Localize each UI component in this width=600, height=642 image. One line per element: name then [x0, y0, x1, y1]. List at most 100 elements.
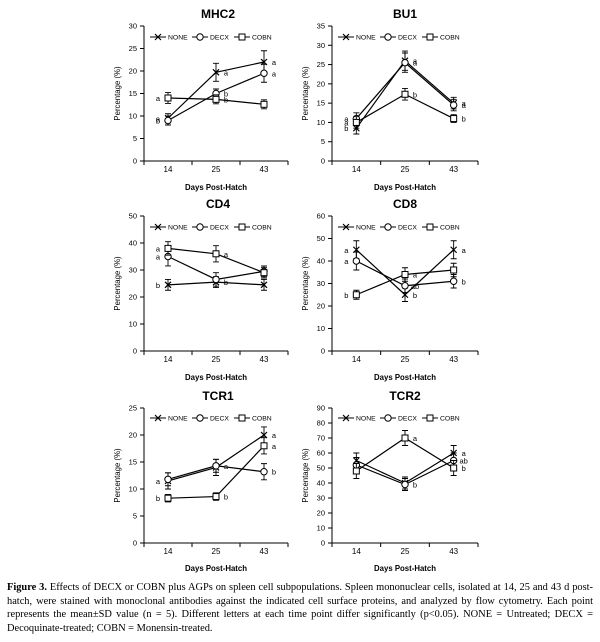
y-tick-label: 20 — [129, 293, 137, 302]
caption-label: Figure 3. — [7, 582, 47, 593]
y-tick-label: 5 — [133, 134, 137, 143]
significance-letter: a — [156, 253, 161, 262]
legend-label-decx: DECX — [398, 35, 417, 42]
legend-label-decx: DECX — [210, 416, 229, 423]
legend-marker-decx — [384, 414, 392, 422]
legend-marker-decx — [196, 33, 204, 41]
significance-letter: b — [156, 117, 160, 126]
data-point-decx — [164, 116, 172, 125]
y-axis-label: Percentage (%) — [113, 448, 122, 503]
y-tick-label: 10 — [317, 324, 325, 333]
legend-marker-cobn — [426, 414, 434, 422]
legend-label-cobn: COBN — [440, 35, 460, 42]
y-tick-label: 30 — [317, 41, 325, 50]
data-point-cobn — [260, 100, 268, 108]
x-tick-label: 14 — [352, 547, 361, 556]
x-tick-label: 14 — [164, 355, 173, 364]
legend-marker-decx — [384, 33, 392, 41]
y-tick-label: 5 — [321, 137, 325, 146]
data-point-cobn — [450, 464, 458, 472]
y-axis-label: Percentage (%) — [113, 256, 122, 311]
significance-letter: b — [156, 281, 160, 290]
significance-letter: ab — [411, 282, 419, 291]
legend-marker-none — [154, 223, 162, 231]
y-tick-label: 15 — [317, 99, 325, 108]
figure-caption: Figure 3. Effects of DECX or COBN plus A… — [7, 581, 593, 635]
y-tick-label: 0 — [133, 347, 137, 356]
y-tick-label: 30 — [317, 494, 325, 503]
legend-marker-none — [342, 223, 350, 231]
chart-tcr1: TCR1 0 5 10 15 20 25 14 25 43 Days Post-Hatch Perce… — [113, 389, 289, 573]
y-tick-label: 10 — [129, 485, 137, 494]
data-point-decx — [449, 277, 458, 285]
data-point-cobn — [260, 442, 268, 450]
x-tick-label: 43 — [260, 165, 269, 174]
data-point-cobn — [164, 494, 172, 502]
x-axis-label: Days Post-Hatch — [374, 564, 436, 573]
y-tick-label: 25 — [129, 404, 137, 413]
data-point-decx — [449, 101, 458, 109]
x-axis-label: Days Post-Hatch — [374, 183, 436, 192]
x-tick-label: 25 — [401, 547, 410, 556]
legend-label-none: NONE — [168, 225, 188, 232]
x-tick-label: 25 — [401, 355, 410, 364]
significance-letter: b — [224, 95, 228, 104]
legend-label-none: NONE — [168, 35, 188, 42]
legend-marker-decx — [196, 414, 204, 422]
chart-title: BU1 — [393, 7, 417, 21]
significance-letter: a — [413, 271, 418, 280]
y-tick-label: 60 — [317, 212, 325, 221]
significance-letter: a — [156, 114, 161, 123]
y-tick-label: 40 — [317, 479, 325, 488]
significance-letter: a — [413, 57, 418, 66]
x-tick-label: 43 — [449, 547, 458, 556]
y-tick-label: 0 — [321, 347, 325, 356]
data-point-decx — [401, 480, 409, 489]
figure-charts: MHC2 0 5 10 15 20 25 30 14 25 43 Days Post-Hatch Per… — [113, 7, 479, 573]
y-tick-label: 10 — [129, 112, 137, 121]
significance-letter: b — [156, 494, 160, 503]
significance-letter: ab — [459, 457, 467, 466]
x-axis-label: Days Post-Hatch — [185, 373, 247, 382]
legend-label-decx: DECX — [210, 225, 229, 232]
data-point-decx — [352, 257, 361, 265]
legend-marker-cobn — [426, 223, 434, 231]
y-tick-label: 80 — [317, 419, 325, 428]
legend-marker-decx — [196, 223, 204, 231]
x-tick-label: 43 — [449, 165, 458, 174]
legend-marker-none — [342, 414, 350, 422]
chart-title: TCR2 — [389, 389, 421, 403]
significance-letter: a — [462, 99, 467, 108]
y-tick-label: 20 — [129, 431, 137, 440]
legend-marker-none — [154, 33, 162, 41]
legend-label-decx: DECX — [210, 35, 229, 42]
significance-letter: a — [413, 59, 418, 68]
legend-marker-none — [154, 414, 162, 422]
chart-title: CD8 — [393, 197, 417, 211]
y-tick-label: 40 — [129, 239, 137, 248]
significance-letter: a — [156, 477, 161, 486]
data-point-cobn — [164, 244, 172, 252]
legend-label-none: NONE — [356, 416, 376, 423]
legend-label-decx: DECX — [398, 225, 417, 232]
y-tick-label: 70 — [317, 434, 325, 443]
significance-letter: a — [224, 462, 229, 471]
data-point-cobn — [401, 434, 409, 442]
data-point-cobn — [401, 271, 409, 278]
significance-letter: a — [224, 250, 229, 259]
x-tick-label: 43 — [260, 547, 269, 556]
y-tick-label: 20 — [129, 67, 137, 76]
significance-letter: a — [272, 58, 277, 67]
caption-text: Effects of DECX or COBN plus AGPs on spl… — [7, 582, 593, 634]
significance-letter: a — [272, 69, 277, 78]
y-tick-label: 20 — [317, 302, 325, 311]
data-point-none — [164, 281, 172, 289]
chart-title: MHC2 — [201, 7, 235, 21]
legend-label-none: NONE — [168, 416, 188, 423]
y-tick-label: 30 — [129, 266, 137, 275]
x-tick-label: 25 — [212, 355, 221, 364]
y-tick-label: 20 — [317, 509, 325, 518]
y-tick-label: 15 — [129, 458, 137, 467]
x-tick-label: 25 — [212, 547, 221, 556]
legend-label-cobn: COBN — [440, 225, 460, 232]
